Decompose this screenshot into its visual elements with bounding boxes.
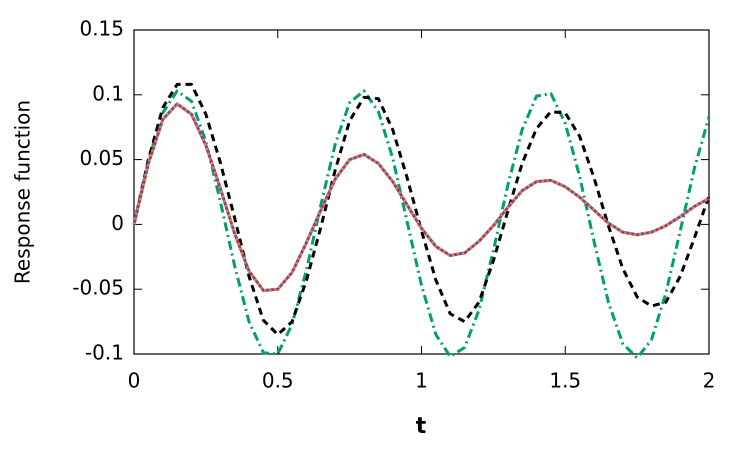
x-tick-label: 0.5 — [262, 369, 294, 393]
y-tick-label: -0.05 — [72, 276, 124, 300]
x-tick-label: 1.5 — [549, 369, 581, 393]
series-line — [132, 89, 711, 360]
x-axis-label: t — [416, 414, 427, 439]
y-tick-label: 0 — [111, 211, 124, 235]
series-line — [132, 102, 710, 292]
y-axis-label: Response function — [11, 100, 35, 284]
y-tick-label: 0.05 — [79, 146, 124, 170]
series-line — [132, 82, 711, 337]
series-line — [132, 102, 710, 292]
x-tick-label: 2 — [703, 369, 716, 393]
y-tick-label: -0.1 — [85, 341, 124, 365]
y-tick-label: 0.1 — [92, 81, 124, 105]
y-tick-label: 0.15 — [79, 17, 124, 41]
x-tick-label: 1 — [415, 369, 428, 393]
x-tick-label: 0 — [128, 369, 141, 393]
